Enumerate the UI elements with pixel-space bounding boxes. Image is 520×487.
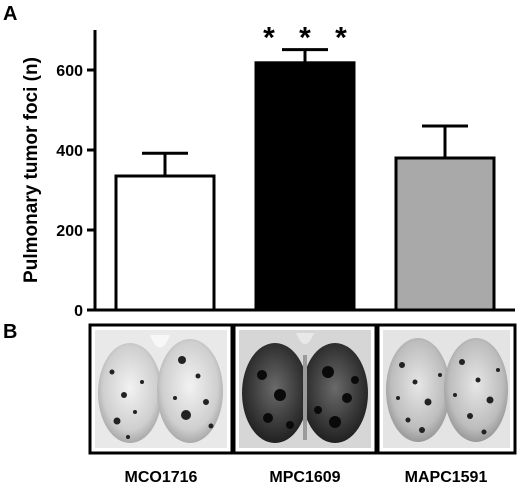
lung-photo-mpc1609	[232, 323, 378, 455]
y-tick-label-0: 0	[74, 303, 83, 320]
photo-caption-mapc1591: MAPC1591	[405, 469, 488, 486]
photo-caption-mco1716: MCO1716	[125, 469, 198, 486]
photo-caption-mpc1609: MPC1609	[269, 469, 340, 486]
bar-mapc1591	[394, 156, 496, 312]
y-axis-title: Pulmonary tumor foci (n)	[21, 57, 42, 283]
y-tick-label-600: 600	[56, 63, 83, 80]
y-tick-label-400: 400	[56, 143, 83, 160]
significance-mpc1609: * * *	[263, 22, 355, 55]
bar-mpc1609	[254, 61, 356, 312]
lung-photo-mco1716	[88, 323, 234, 455]
panel-a-label: A	[3, 3, 17, 25]
photo-panel	[88, 323, 517, 455]
lung-photo-mapc1591	[376, 323, 517, 455]
panel-b-label: B	[3, 321, 17, 343]
bar-mco1716	[114, 174, 216, 312]
bar-chart: 0 200 400 600 * * *	[56, 22, 515, 320]
y-tick-label-200: 200	[56, 223, 83, 240]
